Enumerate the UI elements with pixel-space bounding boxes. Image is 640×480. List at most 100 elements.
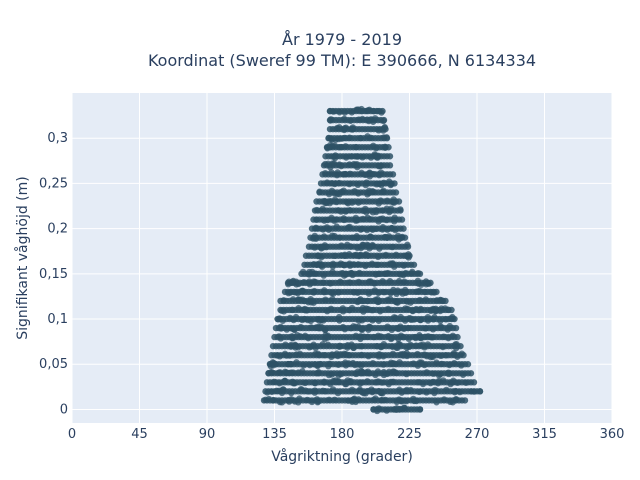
data-point xyxy=(314,252,322,260)
x-tick-label: 360 xyxy=(600,427,625,442)
data-point xyxy=(352,143,360,151)
data-point xyxy=(372,296,379,303)
data-point xyxy=(349,125,356,132)
data-point xyxy=(370,170,377,178)
data-point xyxy=(334,190,341,198)
data-point xyxy=(403,370,410,378)
data-point xyxy=(422,281,430,288)
data-point xyxy=(378,397,386,404)
data-point xyxy=(333,198,340,206)
data-point xyxy=(422,288,429,296)
data-point xyxy=(364,297,371,305)
data-point xyxy=(365,117,372,125)
data-point xyxy=(407,341,414,348)
data-point xyxy=(285,290,292,297)
data-point xyxy=(301,379,309,387)
data-point xyxy=(354,234,361,242)
data-point xyxy=(392,369,400,376)
data-point xyxy=(414,350,421,358)
data-point xyxy=(290,316,297,324)
data-point xyxy=(431,314,438,321)
data-point xyxy=(363,209,370,216)
data-point xyxy=(424,313,432,321)
data-point xyxy=(280,308,288,315)
data-point xyxy=(395,236,403,243)
data-point xyxy=(367,134,374,141)
data-point xyxy=(431,389,438,397)
data-point xyxy=(416,388,423,396)
data-point xyxy=(370,406,377,413)
x-tick-label: 90 xyxy=(199,427,216,442)
data-point xyxy=(300,306,307,313)
data-point xyxy=(437,371,444,378)
data-point xyxy=(328,136,336,143)
data-point xyxy=(291,289,299,296)
data-point xyxy=(384,305,392,313)
data-point xyxy=(276,353,283,360)
data-point xyxy=(402,397,410,405)
data-point xyxy=(385,368,393,376)
data-point xyxy=(288,389,295,397)
data-point xyxy=(458,362,465,369)
data-point xyxy=(350,261,357,268)
data-point xyxy=(389,243,396,251)
data-point xyxy=(406,314,413,322)
x-tick-label: 270 xyxy=(465,427,490,442)
data-point xyxy=(393,344,400,351)
data-point xyxy=(376,172,383,179)
data-point xyxy=(411,333,419,341)
data-point xyxy=(365,187,373,195)
data-point xyxy=(278,399,286,406)
data-point xyxy=(385,332,392,340)
data-point xyxy=(350,323,357,330)
data-point xyxy=(357,134,364,142)
data-point xyxy=(313,206,320,214)
data-point xyxy=(395,406,403,413)
data-point xyxy=(352,217,360,224)
data-point xyxy=(439,343,447,351)
chart-subtitle: Koordinat (Sweref 99 TM): E 390666, N 61… xyxy=(148,51,536,70)
data-point xyxy=(397,313,404,321)
data-point xyxy=(341,252,349,260)
data-point xyxy=(321,351,328,359)
data-point xyxy=(304,316,311,324)
data-point xyxy=(437,352,445,360)
data-point xyxy=(369,241,376,249)
data-point xyxy=(390,378,397,386)
data-point xyxy=(379,390,386,397)
data-point xyxy=(445,370,453,378)
y-tick-label: 0,25 xyxy=(39,176,68,191)
data-point xyxy=(322,296,329,303)
data-point xyxy=(400,225,407,232)
data-point xyxy=(434,380,442,387)
data-point xyxy=(397,206,404,213)
data-point xyxy=(382,270,390,277)
data-point xyxy=(269,397,277,404)
data-point xyxy=(367,278,374,285)
data-point xyxy=(379,278,386,285)
data-point xyxy=(335,289,342,296)
data-point xyxy=(321,198,329,205)
data-point xyxy=(439,297,447,305)
data-point xyxy=(338,162,345,170)
data-point xyxy=(437,324,445,331)
data-point xyxy=(443,352,450,359)
x-axis-label: Vågriktning (grader) xyxy=(271,448,413,465)
data-point xyxy=(347,117,354,124)
data-point xyxy=(374,253,382,261)
data-point xyxy=(325,396,333,404)
data-point xyxy=(389,350,397,357)
data-point xyxy=(332,180,339,187)
data-point xyxy=(280,297,287,304)
data-point xyxy=(336,342,344,349)
data-point xyxy=(373,207,380,214)
data-point xyxy=(359,304,367,312)
data-point xyxy=(394,299,401,306)
data-point xyxy=(345,351,353,359)
data-point xyxy=(382,251,390,259)
data-point xyxy=(337,208,345,215)
y-tick-label: 0,15 xyxy=(39,267,68,282)
data-point xyxy=(329,268,336,276)
data-point xyxy=(331,232,338,240)
data-point xyxy=(311,379,318,387)
